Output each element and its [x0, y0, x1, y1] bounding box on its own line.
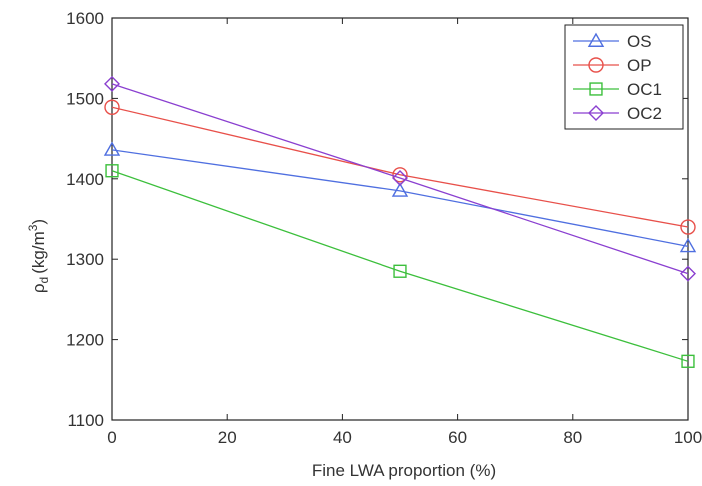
x-tick-label: 0 [107, 428, 116, 447]
legend-marker [587, 32, 605, 47]
data-point-oc2 [392, 170, 408, 186]
data-point-os [103, 141, 121, 156]
legend: OS OP OC1 OC2 [564, 24, 684, 130]
y-tick-label: 1300 [66, 250, 104, 269]
series-oc1 [105, 164, 695, 368]
legend-label: OP [627, 56, 652, 75]
y-tick-label: 1100 [67, 411, 104, 430]
legend-marker [589, 82, 603, 96]
legend-marker [588, 57, 604, 73]
legend-label: OC1 [627, 80, 662, 99]
data-point-op [680, 219, 696, 235]
x-axis-label: Fine LWA proportion (%) [312, 461, 496, 480]
y-axis-label-unit: (kg/m [29, 231, 48, 274]
y-tick-label: 1200 [66, 331, 104, 350]
data-point-oc2 [680, 265, 696, 282]
data-point-op [392, 167, 408, 183]
y-axis-label-close: ) [29, 219, 48, 225]
legend-item-op: OP [573, 56, 652, 75]
series-line-oc1 [111, 170, 689, 362]
legend-box [564, 24, 684, 130]
data-point-oc1 [105, 164, 119, 178]
legend-marker [588, 105, 604, 121]
x-tick-label: 100 [674, 428, 702, 447]
legend-label: OS [627, 32, 652, 51]
legend-label: OC2 [627, 104, 662, 123]
legend-item-os: OS [573, 32, 652, 51]
x-axis-ticks: 0 20 40 60 80 100 [107, 18, 702, 447]
data-point-oc1 [681, 354, 695, 368]
x-tick-label: 80 [563, 428, 582, 447]
series-layer [103, 75, 697, 368]
legend-item-oc2: OC2 [573, 104, 662, 123]
x-tick-label: 40 [333, 428, 352, 447]
series-line-op [111, 106, 689, 228]
y-axis-label-base: ρ [29, 283, 48, 293]
y-axis-label: ρd (kg/m3) [26, 219, 51, 293]
data-point-oc2 [104, 75, 120, 92]
y-axis-ticks: 1100 1200 1300 1400 1500 1600 [66, 9, 688, 430]
y-axis-label-sub: d [37, 277, 51, 284]
data-point-op [104, 99, 120, 115]
y-tick-label: 1500 [66, 89, 104, 108]
data-point-os [679, 237, 697, 253]
y-tick-label: 1400 [66, 170, 104, 189]
data-point-oc1 [393, 264, 407, 278]
y-axis-label-sup: 3 [26, 224, 40, 231]
series-line-oc2 [111, 83, 689, 275]
data-point-os [391, 182, 409, 197]
legend-item-oc1: OC1 [573, 80, 662, 99]
series-os [103, 141, 697, 253]
series-op [104, 99, 696, 235]
y-tick-label: 1600 [66, 9, 104, 28]
svg-text:ρd(kg/m3): ρd (kg/m3) [26, 219, 51, 293]
x-tick-label: 60 [448, 428, 467, 447]
series-oc2 [104, 75, 696, 282]
x-tick-label: 20 [218, 428, 237, 447]
series-line-os [111, 149, 689, 247]
